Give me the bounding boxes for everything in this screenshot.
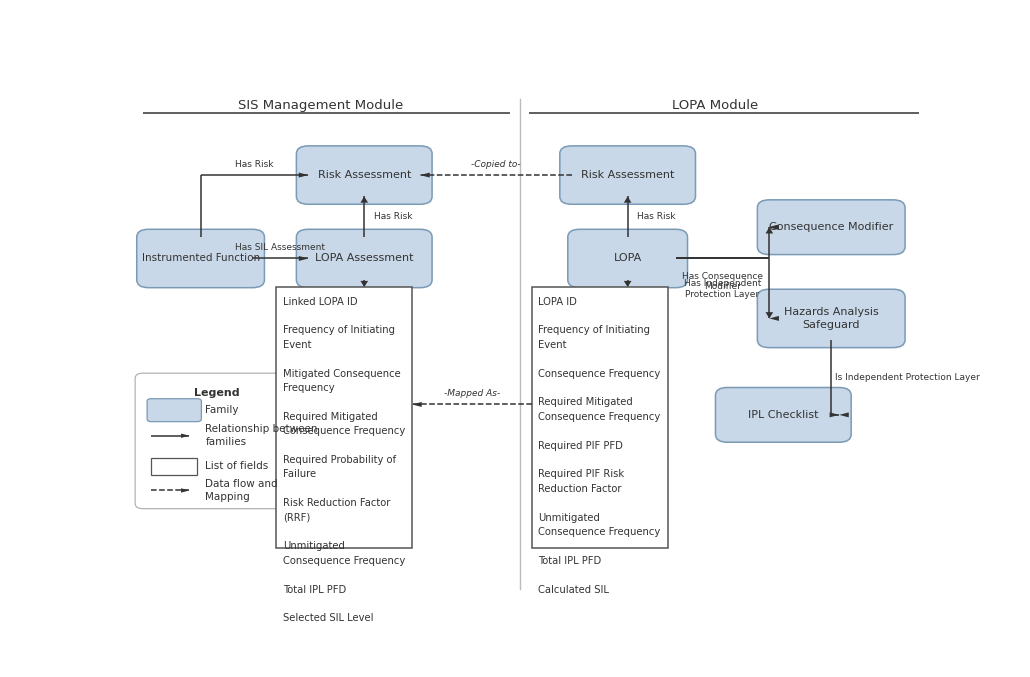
Polygon shape: [360, 196, 368, 202]
Polygon shape: [299, 256, 308, 261]
Text: Risk Assessment: Risk Assessment: [317, 170, 411, 180]
FancyBboxPatch shape: [757, 200, 905, 255]
Text: LOPA: LOPA: [614, 253, 642, 263]
Text: LOPA Assessment: LOPA Assessment: [315, 253, 413, 263]
FancyBboxPatch shape: [757, 289, 905, 347]
Text: Hazards Analysis
Safeguard: Hazards Analysis Safeguard: [784, 307, 879, 330]
Text: Relationship between
families: Relationship between families: [205, 424, 318, 447]
Text: Has Risk: Has Risk: [638, 213, 676, 221]
Polygon shape: [412, 402, 421, 407]
FancyBboxPatch shape: [276, 287, 412, 548]
Text: Legend: Legend: [194, 388, 240, 398]
Text: Has Consequence
Modifier: Has Consequence Modifier: [682, 271, 763, 291]
FancyBboxPatch shape: [151, 458, 198, 475]
Text: Has SIL Assessment: Has SIL Assessment: [236, 243, 325, 253]
FancyBboxPatch shape: [568, 230, 688, 288]
Polygon shape: [181, 488, 190, 493]
Text: SIS Management Module: SIS Management Module: [238, 100, 403, 112]
Text: Family: Family: [205, 405, 239, 415]
FancyBboxPatch shape: [137, 230, 265, 288]
Text: Risk Assessment: Risk Assessment: [581, 170, 675, 180]
Polygon shape: [624, 196, 631, 202]
Polygon shape: [765, 312, 774, 318]
Polygon shape: [420, 173, 430, 177]
FancyBboxPatch shape: [147, 399, 202, 422]
Text: Is Independent Protection Layer: Is Independent Protection Layer: [835, 373, 980, 382]
Polygon shape: [769, 316, 779, 321]
Polygon shape: [624, 281, 631, 287]
Text: -Copied to-: -Copied to-: [471, 160, 521, 169]
FancyBboxPatch shape: [297, 230, 433, 288]
Text: LOPA Module: LOPA Module: [673, 100, 758, 112]
FancyBboxPatch shape: [135, 373, 299, 508]
FancyBboxPatch shape: [560, 146, 695, 204]
Polygon shape: [769, 225, 779, 230]
Polygon shape: [765, 227, 774, 234]
Text: Data flow and
Mapping: Data flow and Mapping: [205, 479, 278, 502]
FancyBboxPatch shape: [531, 287, 667, 548]
Text: Has Independent
Protection Layer: Has Independent Protection Layer: [684, 280, 761, 299]
Polygon shape: [360, 281, 368, 287]
Text: Consequence Modifier: Consequence Modifier: [769, 222, 893, 232]
Polygon shape: [829, 412, 839, 417]
Text: IPL Checklist: IPL Checklist: [748, 410, 819, 420]
Text: Linked LOPA ID

Frequency of Initiating
Event

Mitigated Consequence
Frequency

: Linked LOPA ID Frequency of Initiating E…: [283, 297, 405, 624]
Text: Has Risk: Has Risk: [374, 213, 412, 221]
Text: Has Risk: Has Risk: [235, 160, 274, 169]
Text: Instrumented Function: Instrumented Function: [141, 253, 260, 263]
Polygon shape: [181, 433, 190, 438]
Text: LOPA ID

Frequency of Initiating
Event

Consequence Frequency

Required Mitigate: LOPA ID Frequency of Initiating Event Co…: [539, 297, 660, 594]
Text: List of fields: List of fields: [205, 462, 269, 471]
Polygon shape: [299, 173, 308, 177]
FancyBboxPatch shape: [716, 387, 851, 442]
Polygon shape: [768, 225, 778, 230]
FancyBboxPatch shape: [297, 146, 433, 204]
Polygon shape: [839, 412, 849, 417]
Text: -Mapped As-: -Mapped As-: [444, 389, 501, 398]
